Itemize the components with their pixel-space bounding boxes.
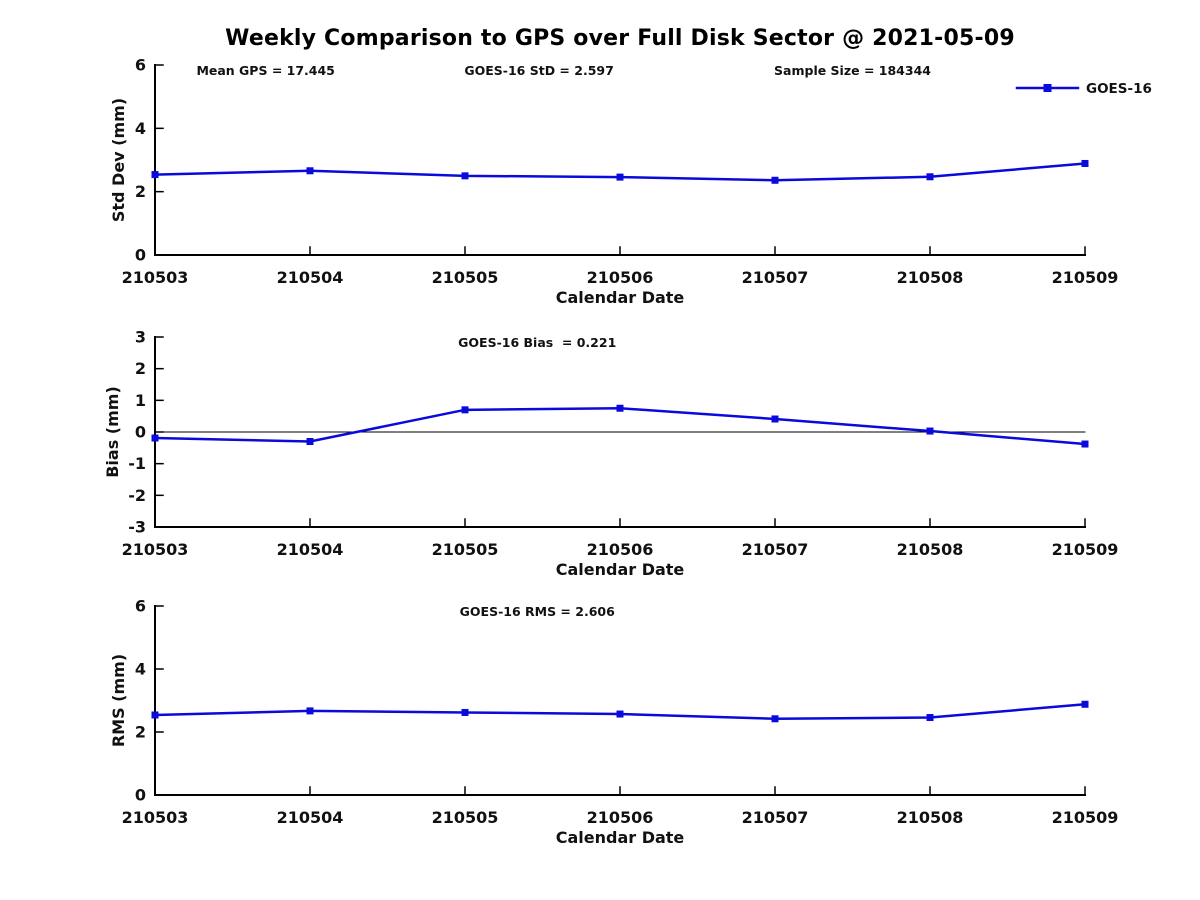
legend-label: GOES-16 [1086, 81, 1152, 97]
data-point-marker [461, 406, 469, 414]
x-tick-label: 210509 [1052, 808, 1119, 827]
x-tick-label: 210508 [897, 540, 964, 559]
x-axis-title: Calendar Date [556, 288, 685, 307]
y-axis-title: Std Dev (mm) [109, 98, 128, 222]
data-point-marker [461, 708, 469, 716]
panel-rms: 0 2 4 6 210503 210504 210505 210506 210507 210508… [109, 597, 1118, 848]
data-point-marker [616, 710, 624, 718]
x-tick-label: 210507 [742, 268, 809, 287]
data-point-marker [771, 176, 779, 184]
data-point-marker [1081, 440, 1089, 448]
data-point-marker [151, 711, 159, 719]
y-tick-label: 2 [135, 359, 146, 378]
x-tick-label: 210505 [432, 540, 499, 559]
x-tick-label: 210503 [122, 540, 189, 559]
y-tick-label: -2 [128, 486, 146, 505]
panel-std-dev: 0 2 4 6 210503 210504 210505 210506 210507 210508… [109, 56, 1152, 308]
y-tick-label: 2 [135, 723, 146, 742]
data-point-marker [926, 714, 934, 722]
stat-annotation: Sample Size = 184344 [774, 63, 931, 78]
x-tick-label: 210505 [432, 268, 499, 287]
x-tick-label: 210508 [897, 268, 964, 287]
y-tick-label: -1 [128, 454, 146, 473]
x-tick-label: 210503 [122, 268, 189, 287]
y-tick-label: 6 [135, 56, 146, 75]
x-axis-title: Calendar Date [556, 560, 685, 579]
x-tick-label: 210507 [742, 540, 809, 559]
data-point-marker [926, 173, 934, 181]
x-tick-label: 210506 [587, 540, 654, 559]
x-tick-label: 210504 [277, 540, 344, 559]
x-tick-label: 210509 [1052, 540, 1119, 559]
y-tick-label: 1 [135, 391, 146, 410]
data-point-marker [616, 404, 624, 412]
data-point-marker [151, 434, 159, 442]
stat-annotation: GOES-16 RMS = 2.606 [460, 604, 615, 619]
y-tick-label: 3 [135, 328, 146, 347]
y-tick-label: 6 [135, 597, 146, 616]
panel-bias: -3 -2 -1 0 1 2 3 210503 210504 210505 210506 210507… [103, 328, 1118, 580]
data-point-marker [461, 172, 469, 180]
y-tick-label: -3 [128, 518, 146, 537]
series-line-goes-16 [154, 406, 1086, 446]
x-tick-label: 210507 [742, 808, 809, 827]
x-tick-label: 210508 [897, 808, 964, 827]
data-point-marker [1081, 159, 1089, 167]
data-point-marker [926, 427, 934, 435]
data-point-marker [1081, 700, 1089, 708]
x-tick-label: 210506 [587, 808, 654, 827]
y-tick-label: 0 [135, 786, 146, 805]
legend-marker [1043, 84, 1052, 92]
stat-annotation: Mean GPS = 17.445 [196, 63, 334, 78]
y-tick-label: 0 [135, 423, 146, 442]
data-point-marker [771, 715, 779, 723]
y-axis-title: RMS (mm) [109, 654, 128, 747]
stat-annotation: GOES-16 StD = 2.597 [464, 63, 613, 78]
data-point-marker [306, 438, 314, 445]
data-point-marker [616, 173, 624, 181]
y-tick-label: 2 [135, 182, 146, 201]
x-tick-label: 210504 [277, 808, 344, 827]
stat-annotation: GOES-16 Bias = 0.221 [458, 335, 616, 350]
x-tick-label: 210509 [1052, 268, 1119, 287]
data-point-marker [306, 167, 314, 175]
x-tick-label: 210506 [587, 268, 654, 287]
x-tick-label: 210503 [122, 808, 189, 827]
x-tick-label: 210504 [277, 268, 344, 287]
y-tick-label: 4 [135, 660, 146, 679]
data-point-marker [306, 707, 314, 715]
data-point-marker [151, 171, 159, 179]
x-axis-title: Calendar Date [556, 828, 685, 847]
y-tick-label: 4 [135, 119, 146, 138]
x-tick-label: 210505 [432, 808, 499, 827]
y-axis-title: Bias (mm) [103, 386, 122, 478]
chart-title: Weekly Comparison to GPS over Full Disk … [225, 26, 1015, 51]
data-point-marker [771, 415, 779, 423]
y-tick-label: 0 [135, 246, 146, 265]
